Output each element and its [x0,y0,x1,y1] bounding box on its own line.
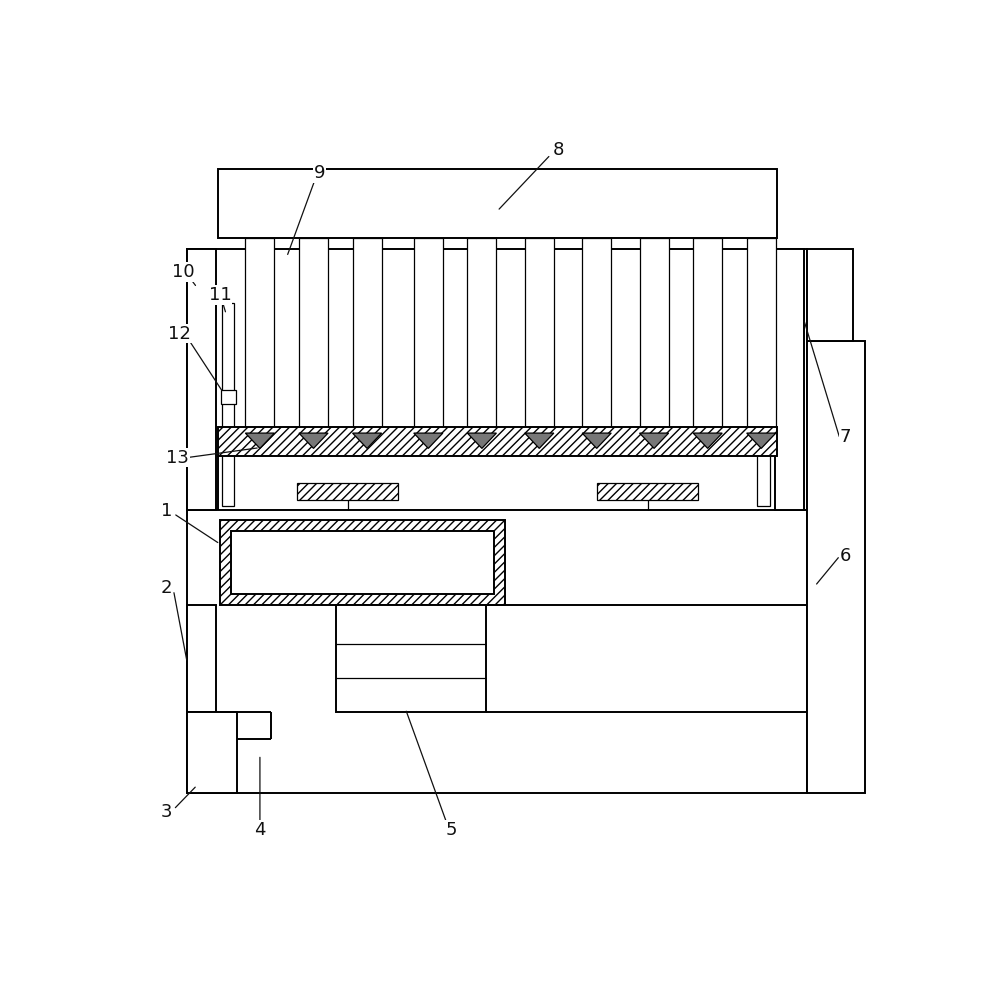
Bar [187,249,807,793]
Text: 5: 5 [446,821,457,839]
Text: 4: 4 [254,821,266,839]
Text: 3: 3 [161,803,172,821]
Text: 13: 13 [166,448,189,466]
Bar [187,713,237,793]
Polygon shape [353,433,382,448]
Bar [221,391,236,404]
Text: 12: 12 [168,325,191,343]
Text: 11: 11 [209,286,231,304]
Polygon shape [245,433,274,448]
Bar [336,605,486,713]
Polygon shape [693,433,722,448]
Bar [757,303,770,506]
Polygon shape [525,433,554,448]
Text: 6: 6 [840,547,851,565]
Polygon shape [640,433,669,448]
Bar [220,520,505,605]
Bar [231,531,494,593]
Polygon shape [467,433,496,448]
Bar [582,238,611,433]
Text: 10: 10 [172,263,195,281]
Bar [640,238,669,433]
Bar [693,238,722,433]
Bar [807,249,853,341]
Text: 7: 7 [840,427,851,446]
Bar [467,238,496,433]
Bar [297,483,398,500]
Text: 1: 1 [161,502,172,520]
Bar [597,483,698,500]
Polygon shape [582,433,611,448]
Bar [218,427,777,456]
Bar [755,391,770,404]
Polygon shape [747,433,776,448]
Text: 9: 9 [314,164,325,182]
Polygon shape [414,433,443,448]
Bar [775,249,804,510]
Text: 8: 8 [553,141,564,159]
Bar [222,303,234,506]
Bar [299,238,328,433]
Bar [245,238,274,433]
Bar [187,249,216,510]
Bar [218,169,777,238]
Bar [187,605,216,713]
Bar [525,238,554,433]
Bar [353,238,382,433]
Text: 2: 2 [161,579,172,596]
Bar [807,341,865,793]
Bar [414,238,443,433]
Bar [747,238,776,433]
Polygon shape [299,433,328,448]
